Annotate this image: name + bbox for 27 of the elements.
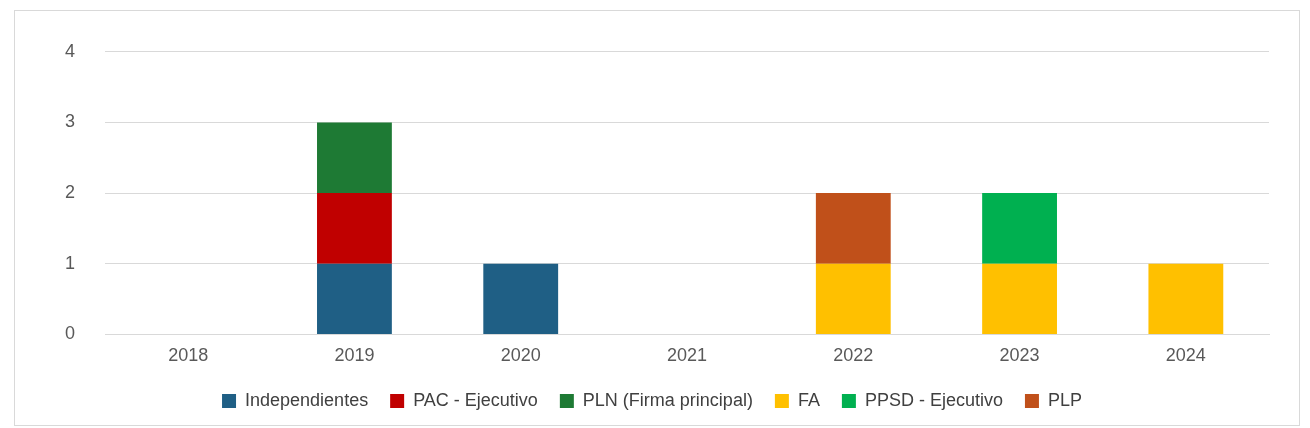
y-tick-label: 3 <box>65 111 76 132</box>
bar <box>483 263 559 334</box>
x-tick-label: 2024 <box>1165 345 1206 366</box>
x-tick-label: 2018 <box>168 345 209 366</box>
bar <box>982 263 1057 334</box>
x-tick-label: 2020 <box>500 345 541 366</box>
legend-label: PPSD - Ejecutivo <box>864 389 1003 410</box>
y-tick-label: 4 <box>65 40 76 61</box>
bar <box>815 263 891 334</box>
x-tick-label: 2023 <box>999 345 1040 366</box>
bar <box>1148 263 1224 334</box>
y-tick-label: 0 <box>65 323 76 344</box>
bar <box>982 193 1057 264</box>
y-tick-label: 2 <box>65 182 76 203</box>
bar <box>317 263 392 334</box>
x-tick-label: 2022 <box>833 345 874 366</box>
legend-label: PAC - Ejecutivo <box>413 389 538 410</box>
legend-label: FA <box>797 389 820 410</box>
legend-label: PLN (Firma principal) <box>582 389 753 410</box>
bar <box>317 193 392 264</box>
legend-label: PLP <box>1047 389 1082 410</box>
legend-label: Independientes <box>245 389 369 410</box>
x-tick-label: 2019 <box>334 345 375 366</box>
x-tick-label: 2021 <box>666 345 708 366</box>
bar <box>815 193 891 264</box>
bar <box>317 122 392 194</box>
y-tick-label: 1 <box>65 252 76 273</box>
